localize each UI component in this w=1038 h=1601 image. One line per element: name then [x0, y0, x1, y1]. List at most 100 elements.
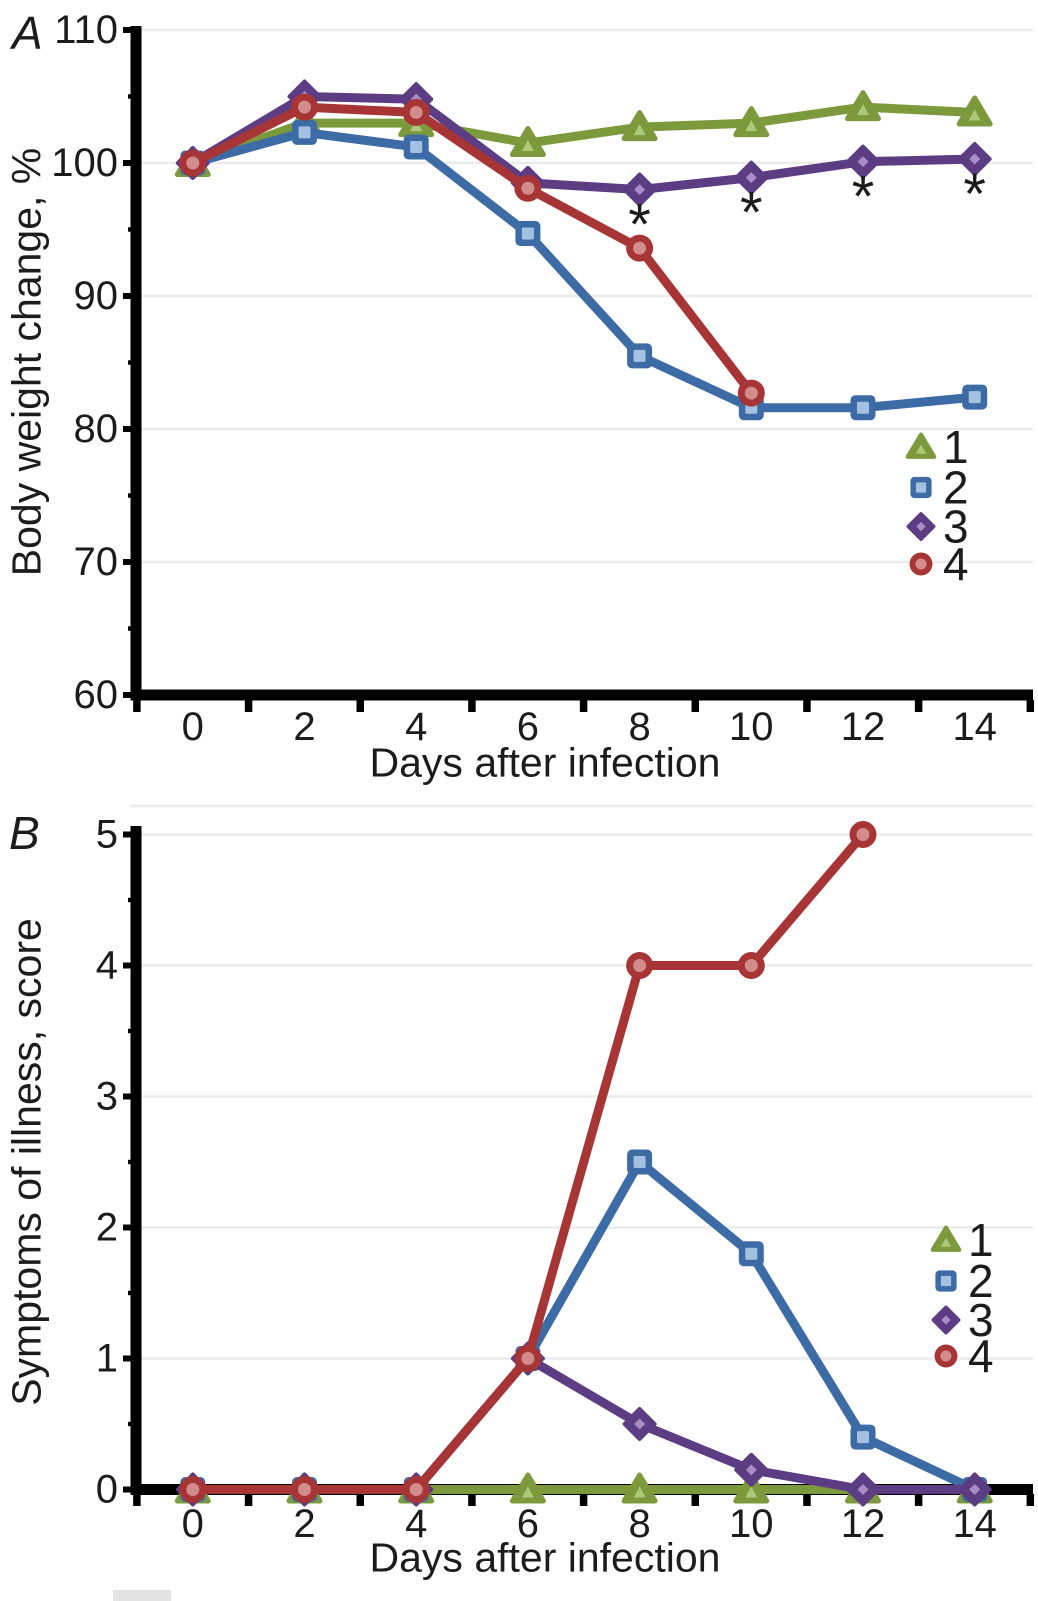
panel-b-x-tick-8 — [1026, 1494, 1035, 1506]
panel-a-x-tick-label-0: 0 — [182, 705, 204, 749]
panel-b-legend-marker-2-inner — [940, 1275, 952, 1287]
panel-b-x-tick-label-0: 0 — [182, 1502, 204, 1546]
panel-b-series-4-marker-day-0-inner — [186, 1483, 200, 1496]
panel-a-series-4-line — [188, 102, 756, 398]
panel-a-y-axis-title: Body weight change, % — [3, 147, 50, 577]
panel-b-series-4-marker-day-8-inner — [633, 959, 647, 972]
panel-a-significance-day-12: * — [852, 165, 875, 230]
panel-a-x-tick-label-6: 6 — [517, 705, 539, 749]
panel-b-y-minor-tick-4.5 — [128, 897, 136, 903]
panel-b-series-2-marker-day-8-inner — [633, 1156, 646, 1168]
panel-a-y-minor-tick-85 — [128, 360, 136, 365]
panel-b-x-tick-0 — [133, 1494, 141, 1506]
panel-b-x-tick-4 — [579, 1494, 588, 1506]
panel-b-y-tick-4 — [123, 962, 136, 969]
panel-b-series-4-marker-day-12-inner — [856, 828, 870, 841]
panel-a-y-minor-tick-95 — [128, 227, 136, 232]
panel-a-y-tick-label-90: 90 — [74, 274, 119, 318]
panel-a-series-4-marker-day-2-inner — [298, 100, 311, 114]
panel-b-series-1-marker-day-10-inner — [745, 1486, 758, 1498]
panel-b-y-tick-2 — [123, 1224, 136, 1231]
panel-b-series-1-marker-day-6-inner — [521, 1486, 534, 1498]
panel-a-series-3-line — [188, 92, 980, 195]
panel-a-y-tick-90 — [123, 293, 136, 299]
panel-a-significance-day-14: * — [963, 162, 986, 227]
panel-b-y-tick-label-1: 1 — [96, 1337, 118, 1381]
panel-a-series-4-marker-day-0-inner — [186, 156, 200, 170]
panel-b-x-tick-1 — [244, 1494, 253, 1506]
panel-b-y-tick-1 — [123, 1355, 136, 1362]
panel-a-legend-marker-2-inner — [915, 482, 927, 493]
panel-b-series-3-marker-day-10-inner — [745, 1464, 757, 1476]
panel-a-label: A — [12, 7, 43, 59]
panel-a-x-tick-label-4: 4 — [405, 705, 427, 749]
panel-a-series-2-line — [188, 127, 980, 413]
panel-a-legend-marker-1-inner — [915, 444, 927, 454]
panel-b-y-minor-tick-0.5 — [128, 1421, 136, 1427]
panel-b-x-tick-2 — [356, 1494, 364, 1506]
panel-b-x-tick-label-8: 8 — [628, 1502, 650, 1546]
panel-b-y-minor-tick-3.5 — [128, 1028, 136, 1034]
panel-b-series-4-marker-day-6-inner — [521, 1352, 535, 1365]
panel-b-y-axis-title: Symptoms of illness, score — [3, 918, 50, 1406]
panel-b-series-4-marker-day-4-inner — [409, 1483, 423, 1496]
panel-a-x-axis-title: Days after infection — [369, 739, 721, 786]
panel-a-legend-label-3: 3 — [943, 501, 969, 553]
panel-b-y-tick-label-5: 5 — [96, 813, 118, 857]
panel-a-x-tick-3 — [468, 700, 476, 712]
panel-b-y-tick-label-4: 4 — [96, 944, 118, 988]
panel-a-y-tick-60 — [123, 692, 136, 698]
panel-b-x-axis-title: Days after infection — [369, 1534, 721, 1581]
panel-b-y-tick-label-2: 2 — [96, 1206, 118, 1250]
panel-a-x-tick-6 — [803, 700, 811, 712]
panel-a-x-tick-label-14: 14 — [952, 705, 997, 749]
panel-a-series-1-marker-day-10-inner — [745, 120, 758, 132]
panel-b-y-tick-5 — [123, 831, 136, 838]
panel-b-legend-label-2: 2 — [968, 1255, 994, 1307]
panel-b-series-4-marker-day-10-inner — [744, 959, 758, 972]
panel-a-legend-label-4: 4 — [943, 538, 969, 590]
panel-b-series-4-marker-day-2-inner — [298, 1483, 311, 1496]
panel-b-series-1-marker-day-8-inner — [633, 1486, 646, 1498]
panel-b-legend-marker-3-inner — [941, 1315, 951, 1325]
panel-a-y-tick-80 — [123, 426, 136, 432]
panel-a-y-tick-100 — [123, 160, 136, 166]
panel-b-series-4-line — [188, 830, 868, 1494]
panel-a-series-2-marker-day-14-inner — [968, 391, 981, 404]
panel-a-y-tick-label-80: 80 — [74, 407, 119, 451]
panel-b-x-tick-3 — [468, 1494, 476, 1506]
panel-b-label: B — [9, 807, 40, 859]
panel-a-x-tick-2 — [356, 700, 364, 712]
panel-b-x-tick-label-4: 4 — [405, 1502, 427, 1546]
panel-a-series-1-marker-day-14-inner — [968, 109, 981, 121]
panel-b-x-tick-label-10: 10 — [729, 1502, 774, 1546]
panel-a-legend-label-1: 1 — [943, 421, 969, 473]
panel-a-series-3-marker-day-14-inner — [969, 153, 981, 165]
panel-a-series-3-marker-day-10-inner — [745, 172, 757, 184]
panel-a-y-tick-label-60: 60 — [74, 673, 119, 717]
panel-a-x-tick-label-2: 2 — [293, 705, 315, 749]
panel-a-x-tick-label-10: 10 — [729, 705, 774, 749]
panel-a-series-4-marker-day-8-inner — [633, 241, 647, 255]
panel-a-x-tick-1 — [244, 700, 253, 712]
panel-a-series-3-marker-day-12-inner — [857, 156, 869, 168]
panel-b-legend-label-1: 1 — [968, 1214, 994, 1266]
panel-a-series-1-line — [188, 102, 980, 168]
panel-a-y-minor-tick-65 — [128, 626, 136, 631]
panel-b-y-tick-label-0: 0 — [96, 1468, 118, 1512]
panel-b-series-3-marker-day-12-inner — [857, 1484, 869, 1495]
panel-a-x-tick-4 — [579, 700, 588, 712]
panel-b-x-tick-label-6: 6 — [517, 1502, 539, 1546]
panel-a-x-axis — [130, 689, 1033, 701]
panel-b-x-tick-7 — [914, 1494, 923, 1506]
panel-b-series-2-marker-day-12-inner — [857, 1431, 869, 1444]
panel-a-series-4-marker-day-6-inner — [521, 181, 535, 195]
panel-a-series-2-marker-day-12-inner — [857, 401, 869, 414]
panel-a-y-tick-label-100: 100 — [51, 141, 118, 185]
panel-b-y-minor-tick-1.5 — [128, 1290, 136, 1296]
panel-a-y-tick-label-110: 110 — [54, 8, 118, 52]
panel-b-x-tick-5 — [691, 1494, 700, 1506]
panel-a-x-tick-label-12: 12 — [841, 705, 886, 749]
panel-b-legend-label-3: 3 — [968, 1294, 994, 1346]
